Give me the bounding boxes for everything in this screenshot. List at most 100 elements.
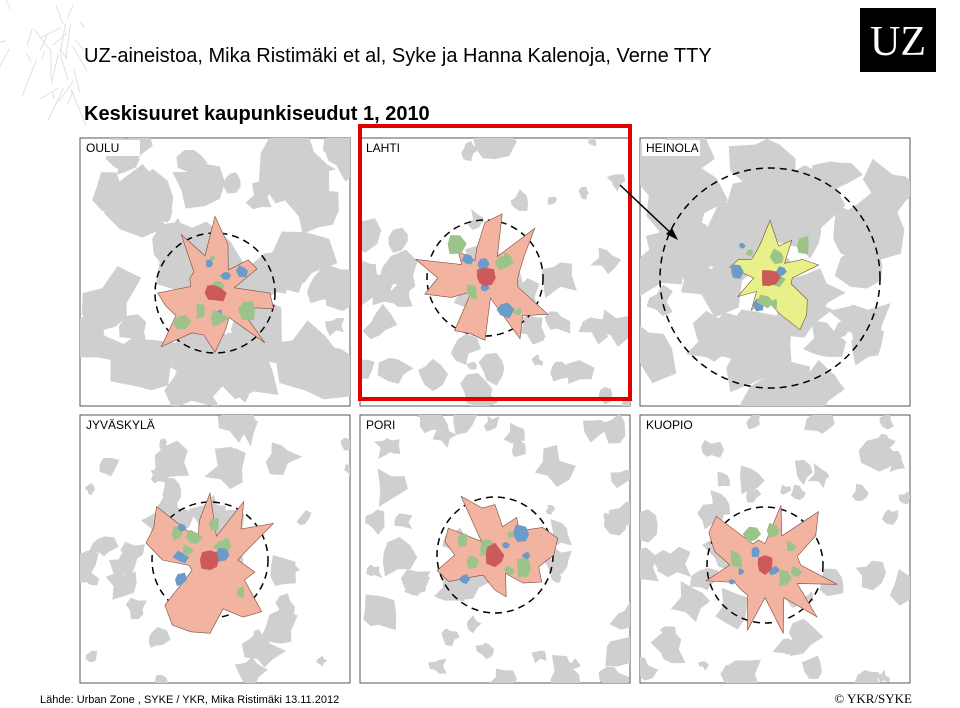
texture-line	[41, 27, 62, 38]
texture-line	[40, 87, 59, 100]
map-panel: PORI	[359, 414, 631, 684]
map-panel: KUOPIO	[639, 414, 911, 684]
lake	[364, 509, 385, 535]
urban-patch	[730, 549, 742, 568]
lake	[388, 227, 408, 253]
lake	[223, 172, 241, 194]
label-bg	[362, 140, 420, 156]
lake	[582, 420, 611, 443]
urban-patch	[766, 522, 780, 539]
lake	[324, 318, 345, 337]
lake	[270, 555, 296, 586]
urban-patch	[751, 547, 760, 557]
lake	[344, 463, 350, 476]
city-centre	[204, 285, 227, 302]
urban-patch	[236, 585, 245, 599]
urban-patch	[745, 249, 753, 256]
lake	[807, 463, 830, 489]
lakes	[80, 415, 350, 683]
lake	[404, 572, 430, 596]
lake	[547, 196, 557, 205]
lake	[531, 650, 547, 664]
urban-patch	[177, 523, 187, 532]
lake	[544, 311, 571, 334]
lake	[478, 352, 505, 386]
urban-patch	[466, 284, 477, 300]
lake	[898, 491, 910, 505]
lake	[360, 218, 382, 253]
highlight-box	[358, 124, 632, 401]
urban-patch	[728, 579, 736, 585]
urban-patch	[739, 243, 746, 249]
panel-label: OULU	[86, 141, 119, 155]
lake	[550, 361, 571, 382]
logo: UZ	[870, 19, 926, 65]
texture-line	[58, 48, 68, 59]
lake	[159, 207, 173, 223]
lake	[362, 260, 378, 282]
lake	[794, 459, 813, 486]
city-centre	[757, 555, 773, 575]
urban-patch	[504, 252, 512, 262]
lake	[876, 669, 890, 683]
lake	[578, 317, 608, 345]
urban-patch	[210, 309, 230, 328]
lake	[81, 266, 142, 333]
lake	[650, 630, 686, 664]
lake	[889, 569, 910, 606]
urban-patch	[466, 555, 480, 569]
lake	[475, 642, 495, 660]
texture-line	[39, 34, 48, 51]
lake	[881, 509, 899, 525]
lake	[567, 360, 595, 384]
label-bg	[642, 140, 700, 156]
lake	[453, 415, 478, 435]
arrow-head	[666, 228, 678, 240]
lake	[608, 501, 630, 526]
lake	[217, 415, 256, 443]
lake	[689, 568, 718, 591]
lake	[489, 668, 518, 683]
texture-line	[52, 92, 55, 100]
lake	[111, 183, 150, 223]
lake	[105, 571, 137, 600]
source: Lähde: Urban Zone , SYKE / YKR, Mika Ris…	[40, 694, 339, 706]
urban-patch	[496, 302, 515, 319]
panel-label: KUOPIO	[646, 418, 693, 432]
header-texture	[0, 0, 88, 126]
texture-line	[33, 29, 53, 53]
lake	[851, 325, 885, 366]
lake	[260, 608, 298, 644]
lake	[715, 587, 749, 630]
lake	[291, 180, 304, 190]
lake	[461, 140, 479, 162]
urban-patch	[238, 301, 255, 320]
map-panel: HEINOLA	[639, 137, 911, 407]
lake	[682, 232, 747, 268]
lake	[745, 483, 762, 503]
lake	[110, 338, 177, 391]
urban-patch	[172, 550, 189, 564]
label-bg	[362, 417, 420, 433]
lake	[466, 362, 478, 370]
lake	[771, 373, 824, 406]
label-bg	[82, 417, 140, 433]
lake	[382, 537, 418, 577]
lake	[510, 189, 529, 211]
urban-patch	[196, 303, 205, 319]
lake	[418, 358, 448, 392]
lake	[698, 661, 709, 671]
urban-patch	[769, 248, 784, 265]
texture-line	[58, 80, 75, 102]
urban-patch	[172, 314, 191, 330]
lake	[155, 674, 168, 683]
lake	[640, 657, 659, 681]
lake	[640, 325, 677, 384]
urban-patch	[205, 259, 214, 268]
lake	[118, 314, 147, 344]
urban-patch	[787, 540, 797, 552]
arrow	[619, 184, 675, 237]
texture-line	[52, 32, 68, 46]
urban-patch	[182, 544, 194, 556]
